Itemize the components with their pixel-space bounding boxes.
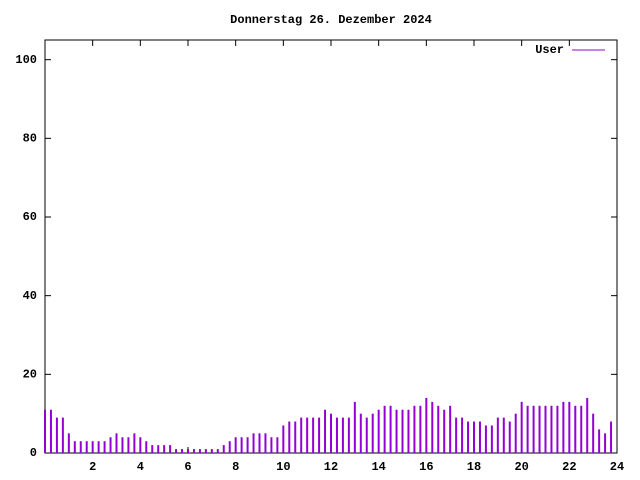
x-tick-label: 12 [324,460,338,474]
y-tick-label: 40 [23,289,37,303]
y-tick-label: 60 [23,210,37,224]
x-tick-label: 4 [137,460,144,474]
x-tick-label: 22 [562,460,576,474]
x-tick-label: 8 [232,460,239,474]
y-tick-label: 0 [30,446,37,460]
x-tick-label: 20 [514,460,528,474]
x-tick-label: 6 [184,460,191,474]
x-tick-label: 24 [610,460,624,474]
chart-title: Donnerstag 26. Dezember 2024 [230,13,432,27]
x-tick-label: 16 [419,460,433,474]
y-tick-label: 20 [23,368,37,382]
x-tick-label: 14 [371,460,385,474]
y-tick-label: 80 [23,132,37,146]
x-tick-label: 10 [276,460,290,474]
x-tick-label: 2 [89,460,96,474]
y-tick-label: 100 [15,53,37,67]
legend-label: User [535,43,564,57]
x-tick-label: 18 [467,460,481,474]
